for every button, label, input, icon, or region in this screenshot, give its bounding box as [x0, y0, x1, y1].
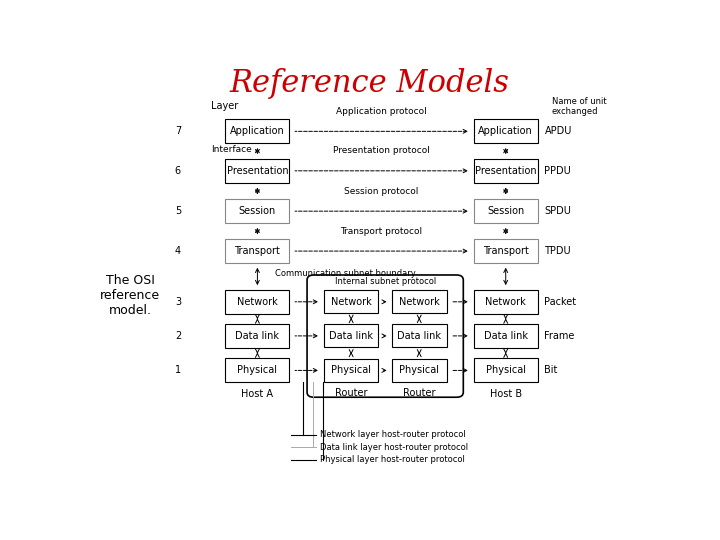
FancyBboxPatch shape: [474, 159, 538, 183]
Text: Transport protocol: Transport protocol: [341, 227, 423, 235]
Text: Frame: Frame: [544, 331, 575, 341]
Text: Reference Models: Reference Models: [229, 68, 509, 99]
Text: Communication subnet boundary: Communication subnet boundary: [275, 269, 416, 278]
Text: TPDU: TPDU: [544, 246, 571, 256]
Text: Physical: Physical: [486, 366, 526, 375]
Text: Physical: Physical: [399, 366, 439, 375]
FancyBboxPatch shape: [324, 291, 379, 313]
Text: 2: 2: [175, 331, 181, 341]
FancyBboxPatch shape: [474, 324, 538, 348]
Text: Bit: Bit: [544, 366, 558, 375]
Text: Application: Application: [230, 126, 285, 136]
Text: Router: Router: [335, 388, 367, 398]
FancyBboxPatch shape: [324, 325, 379, 347]
FancyBboxPatch shape: [474, 119, 538, 144]
Text: Data link: Data link: [329, 331, 373, 341]
FancyBboxPatch shape: [392, 291, 446, 313]
FancyBboxPatch shape: [474, 290, 538, 314]
Text: Data link: Data link: [235, 331, 279, 341]
FancyBboxPatch shape: [225, 324, 289, 348]
Text: Network: Network: [399, 297, 440, 307]
FancyBboxPatch shape: [474, 239, 538, 263]
FancyBboxPatch shape: [324, 359, 379, 382]
FancyBboxPatch shape: [225, 359, 289, 382]
Text: Data link: Data link: [397, 331, 441, 341]
Text: Presentation protocol: Presentation protocol: [333, 146, 430, 156]
Text: SPDU: SPDU: [544, 206, 572, 216]
Text: APDU: APDU: [544, 126, 572, 136]
Text: Router: Router: [403, 388, 436, 398]
FancyBboxPatch shape: [392, 325, 446, 347]
FancyBboxPatch shape: [225, 119, 289, 144]
Text: Session: Session: [487, 206, 524, 216]
Text: Data link layer host-router protocol: Data link layer host-router protocol: [320, 443, 469, 452]
FancyBboxPatch shape: [225, 239, 289, 263]
Text: Name of unit
exchanged: Name of unit exchanged: [552, 97, 606, 116]
Text: Physical: Physical: [238, 366, 277, 375]
FancyBboxPatch shape: [225, 159, 289, 183]
Text: 5: 5: [175, 206, 181, 216]
FancyBboxPatch shape: [225, 199, 289, 223]
Text: 1: 1: [175, 366, 181, 375]
Text: 7: 7: [175, 126, 181, 136]
Text: Session: Session: [239, 206, 276, 216]
Text: Packet: Packet: [544, 297, 577, 307]
Text: Presentation: Presentation: [227, 166, 288, 176]
FancyBboxPatch shape: [392, 359, 446, 382]
Text: Presentation: Presentation: [475, 166, 536, 176]
Text: 6: 6: [175, 166, 181, 176]
FancyBboxPatch shape: [474, 199, 538, 223]
Text: Network: Network: [330, 297, 372, 307]
FancyBboxPatch shape: [474, 359, 538, 382]
Text: Network layer host-router protocol: Network layer host-router protocol: [320, 430, 467, 440]
Text: Application: Application: [478, 126, 533, 136]
Text: Application protocol: Application protocol: [336, 107, 427, 116]
Text: PPDU: PPDU: [544, 166, 571, 176]
Text: Transport: Transport: [235, 246, 280, 256]
Text: Host A: Host A: [241, 389, 274, 399]
Text: Network: Network: [237, 297, 278, 307]
Text: Internal subnet protocol: Internal subnet protocol: [335, 277, 436, 286]
Text: 4: 4: [175, 246, 181, 256]
Text: Transport: Transport: [483, 246, 528, 256]
FancyBboxPatch shape: [225, 290, 289, 314]
Text: Physical layer host-router protocol: Physical layer host-router protocol: [320, 455, 465, 464]
Text: Physical: Physical: [331, 366, 371, 375]
Text: Layer: Layer: [212, 102, 238, 111]
Text: Host B: Host B: [490, 389, 522, 399]
Text: The OSI
reference
model.: The OSI reference model.: [100, 274, 161, 317]
Text: 3: 3: [175, 297, 181, 307]
Text: Network: Network: [485, 297, 526, 307]
Text: Session protocol: Session protocol: [344, 187, 419, 196]
Text: Interface: Interface: [212, 145, 252, 154]
Text: Data link: Data link: [484, 331, 528, 341]
